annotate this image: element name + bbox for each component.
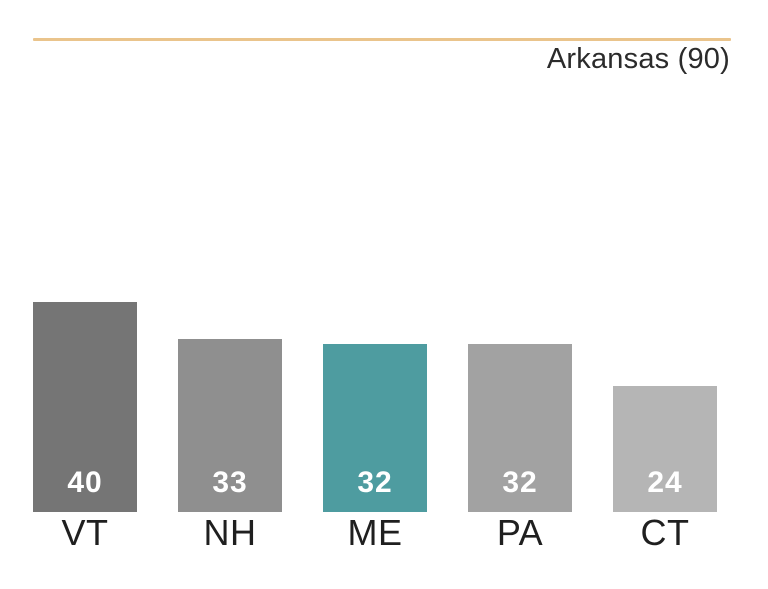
- bar-category-label: VT: [61, 512, 109, 553]
- bar-value-label: 24: [647, 466, 683, 499]
- bar-column-pa: 32 PA: [468, 344, 572, 551]
- bar-category-label: PA: [496, 512, 544, 553]
- bar-value-label: 40: [67, 466, 103, 499]
- bar-column-nh: 33 NH: [178, 339, 282, 551]
- bar-column-vt: 40 VT: [33, 302, 137, 551]
- header-rule: [33, 38, 731, 41]
- bar-nh: 33: [178, 339, 282, 512]
- bar-vt: 40: [33, 302, 137, 512]
- bar-chart: 40 VT 33 NH 32 ME 32 PA 24 CT: [33, 301, 717, 551]
- bar-pa: 32: [468, 344, 572, 512]
- bar-me: 32: [323, 344, 427, 512]
- bar-column-me: 32 ME: [323, 344, 427, 551]
- bar-column-ct: 24 CT: [613, 386, 717, 551]
- bar-value-label: 32: [357, 466, 393, 499]
- bar-value-label: 33: [212, 466, 248, 499]
- bar-category-label: ME: [347, 512, 403, 553]
- chart-title: Arkansas (90): [546, 43, 730, 75]
- bar-category-label: CT: [640, 512, 690, 553]
- bar-ct: 24: [613, 386, 717, 512]
- bar-value-label: 32: [502, 466, 538, 499]
- bar-category-label: NH: [203, 512, 257, 553]
